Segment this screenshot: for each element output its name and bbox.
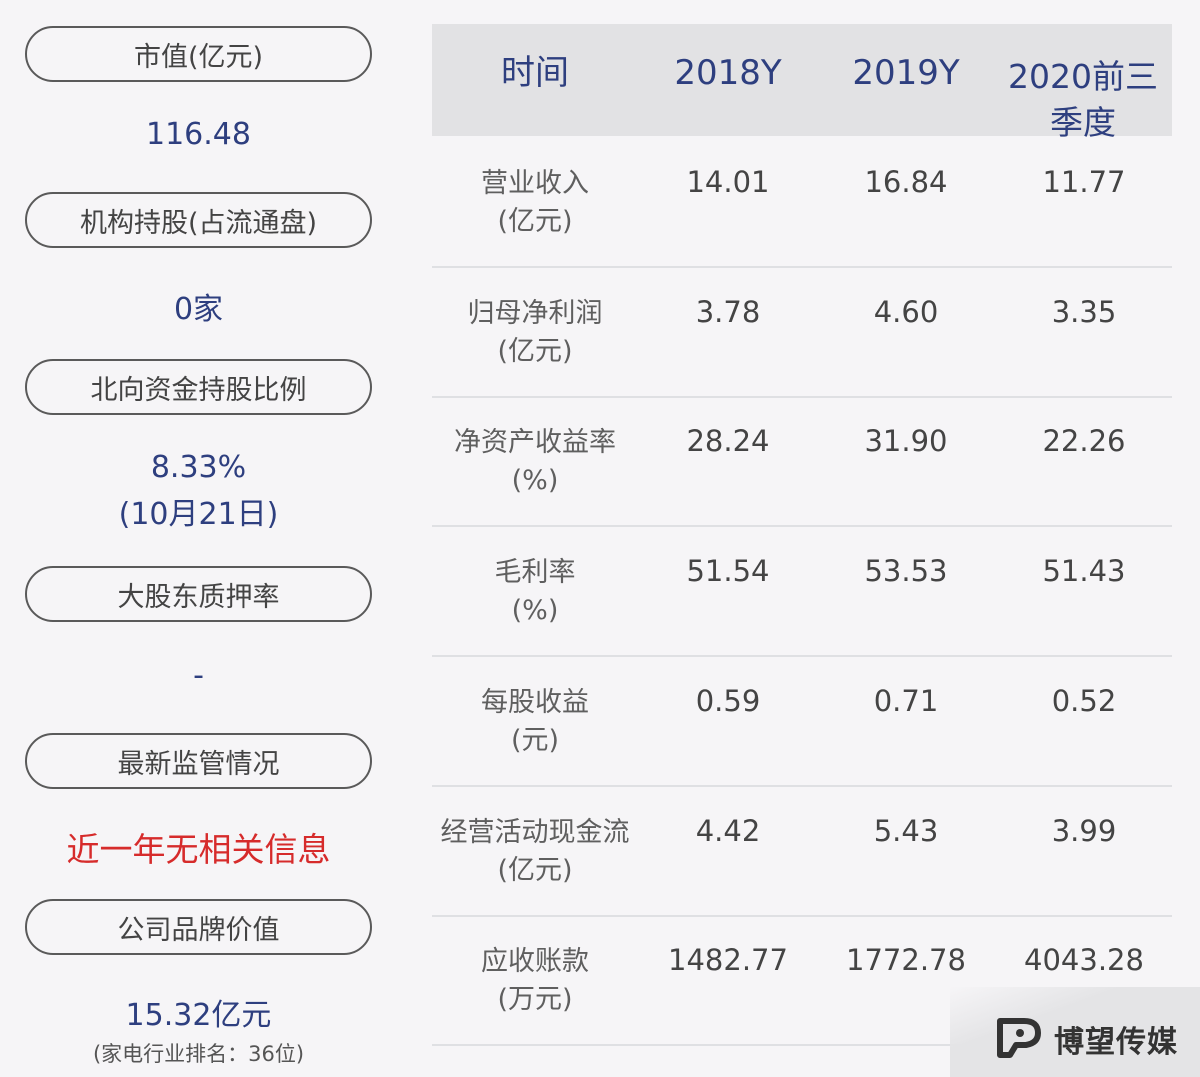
value-brand-rank: (家电行业排名：36位) <box>92 1042 305 1066</box>
cell-2019: 5.43 <box>873 814 939 848</box>
table-row: 归母净利润 (亿元) 3.78 4.60 3.35 <box>432 267 1172 398</box>
value-northbound-ratio: 8.33% (10月21日) <box>25 450 372 533</box>
value-northbound-date: (10月21日) <box>118 497 279 532</box>
row-label: 营业收入 (亿元) <box>481 168 589 237</box>
logo-mark-icon <box>994 1015 1046 1063</box>
label-northbound-ratio: 北向资金持股比例 <box>25 359 372 415</box>
cell-2018: 14.01 <box>686 165 770 199</box>
header-time: 时间 <box>501 53 569 93</box>
row-label: 归母净利润 (亿元) <box>467 298 603 367</box>
cell-2019: 4.60 <box>873 295 939 329</box>
cell-2019: 16.84 <box>864 165 948 199</box>
brand-logo: 博望传媒 <box>994 1015 1178 1063</box>
row-label: 净资产收益率 (%) <box>454 427 616 496</box>
cell-2018: 3.78 <box>695 295 761 329</box>
table-row: 经营活动现金流 (亿元) 4.42 5.43 3.99 <box>432 786 1172 917</box>
label-regulatory-status: 最新监管情况 <box>25 733 372 789</box>
label-market-cap: 市值(亿元) <box>25 26 372 82</box>
cell-2020q3: 11.77 <box>1042 165 1126 199</box>
cell-2019: 1772.78 <box>846 943 966 977</box>
label-institutional-holding: 机构持股(占流通盘) <box>25 192 372 248</box>
cell-2019: 0.71 <box>873 684 939 718</box>
header-2018: 2018Y <box>674 53 782 93</box>
cell-2020q3: 3.35 <box>1051 295 1117 329</box>
label-brand-value: 公司品牌价值 <box>25 899 372 955</box>
cell-2020q3: 51.43 <box>1042 554 1126 588</box>
logo-background <box>950 987 1200 1077</box>
table-row: 净资产收益率 (%) 28.24 31.90 22.26 <box>432 396 1172 527</box>
value-brand-amount: 15.32亿元 <box>125 998 272 1033</box>
table-row: 营业收入 (亿元) 14.01 16.84 11.77 <box>432 137 1172 268</box>
cell-2020q3: 4043.28 <box>1024 943 1144 977</box>
value-institutional-holding: 0家 <box>173 292 224 327</box>
label-pledge-ratio: 大股东质押率 <box>25 566 372 622</box>
cell-2018: 0.59 <box>695 684 761 718</box>
cell-2020q3: 3.99 <box>1051 814 1117 848</box>
cell-2020q3: 22.26 <box>1042 424 1126 458</box>
cell-2018: 4.42 <box>695 814 761 848</box>
value-market-cap: 116.48 <box>146 117 251 152</box>
cell-2019: 53.53 <box>864 554 948 588</box>
row-label: 每股收益 (元) <box>481 687 589 756</box>
table-row: 每股收益 (元) 0.59 0.71 0.52 <box>432 656 1172 787</box>
value-brand-value: 15.32亿元 (家电行业排名：36位) <box>25 990 372 1068</box>
cell-2018: 28.24 <box>686 424 770 458</box>
value-northbound-percent: 8.33% <box>150 450 247 485</box>
row-label: 经营活动现金流 (亿元) <box>440 817 630 886</box>
row-label: 应收账款 (万元) <box>481 946 589 1015</box>
value-regulatory-status: 近一年无相关信息 <box>66 830 331 869</box>
cell-2020q3: 0.52 <box>1051 684 1117 718</box>
cell-2019: 31.90 <box>864 424 948 458</box>
cell-2018: 1482.77 <box>668 943 788 977</box>
value-pledge-ratio: - <box>193 658 204 693</box>
table-row: 应收账款 (万元) 1482.77 1772.78 4043.28 <box>432 915 1172 1046</box>
header-2020q3: 2020前三季度 <box>1008 57 1158 142</box>
row-label: 毛利率 (%) <box>494 557 576 626</box>
logo-text: 博望传媒 <box>1054 1025 1178 1060</box>
header-2019: 2019Y <box>852 53 960 93</box>
table-header: 时间 2018Y 2019Y 2020前三季度 <box>432 24 1172 142</box>
table-row: 毛利率 (%) 51.54 53.53 51.43 <box>432 526 1172 657</box>
cell-2018: 51.54 <box>686 554 770 588</box>
